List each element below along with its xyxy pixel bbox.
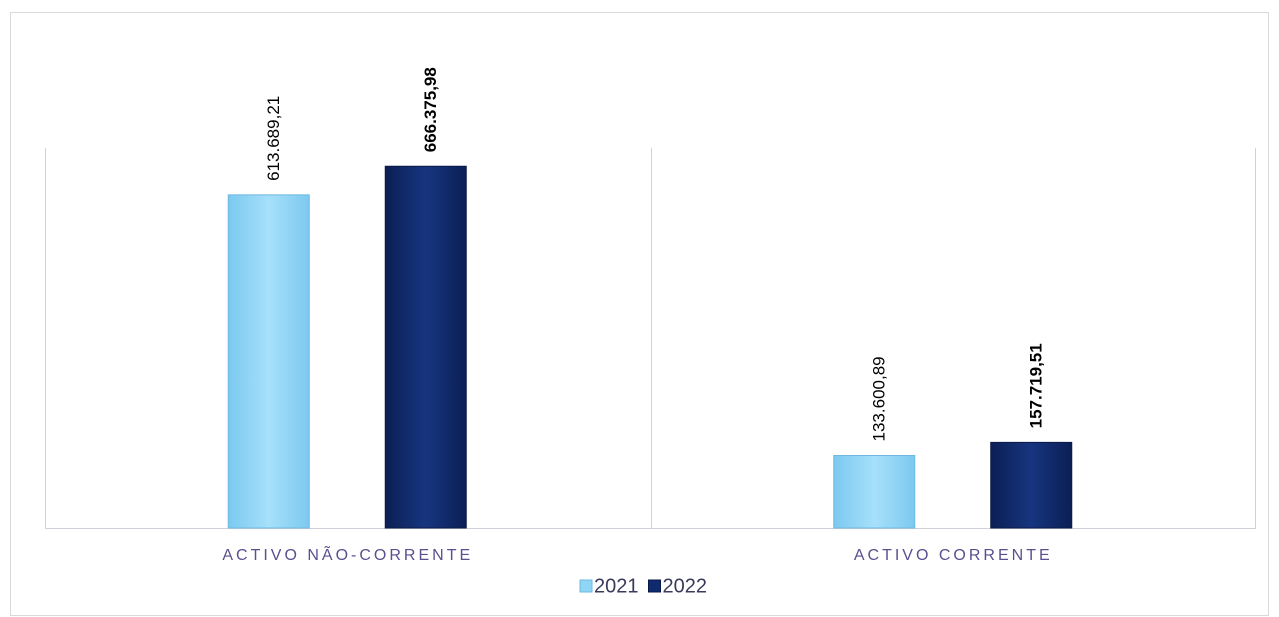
x-tick-label: ACTIVO NÃO-CORRENTE [222,544,473,564]
x-tick-label: ACTIVO CORRENTE [854,547,1053,564]
bar [833,454,916,529]
legend-label: 2022 [663,575,708,597]
data-label: 133.600,89 [870,356,889,441]
data-label: 613.689,21 [264,96,283,181]
bar [990,441,1073,529]
bar [227,194,310,529]
chart-border [10,12,1269,616]
bar [384,165,467,529]
data-label: 157.719,51 [1027,343,1046,428]
legend-label: 2021 [594,575,639,597]
legend-swatch [648,579,661,593]
data-label: 666.375,98 [421,67,440,152]
legend-swatch [579,579,593,593]
